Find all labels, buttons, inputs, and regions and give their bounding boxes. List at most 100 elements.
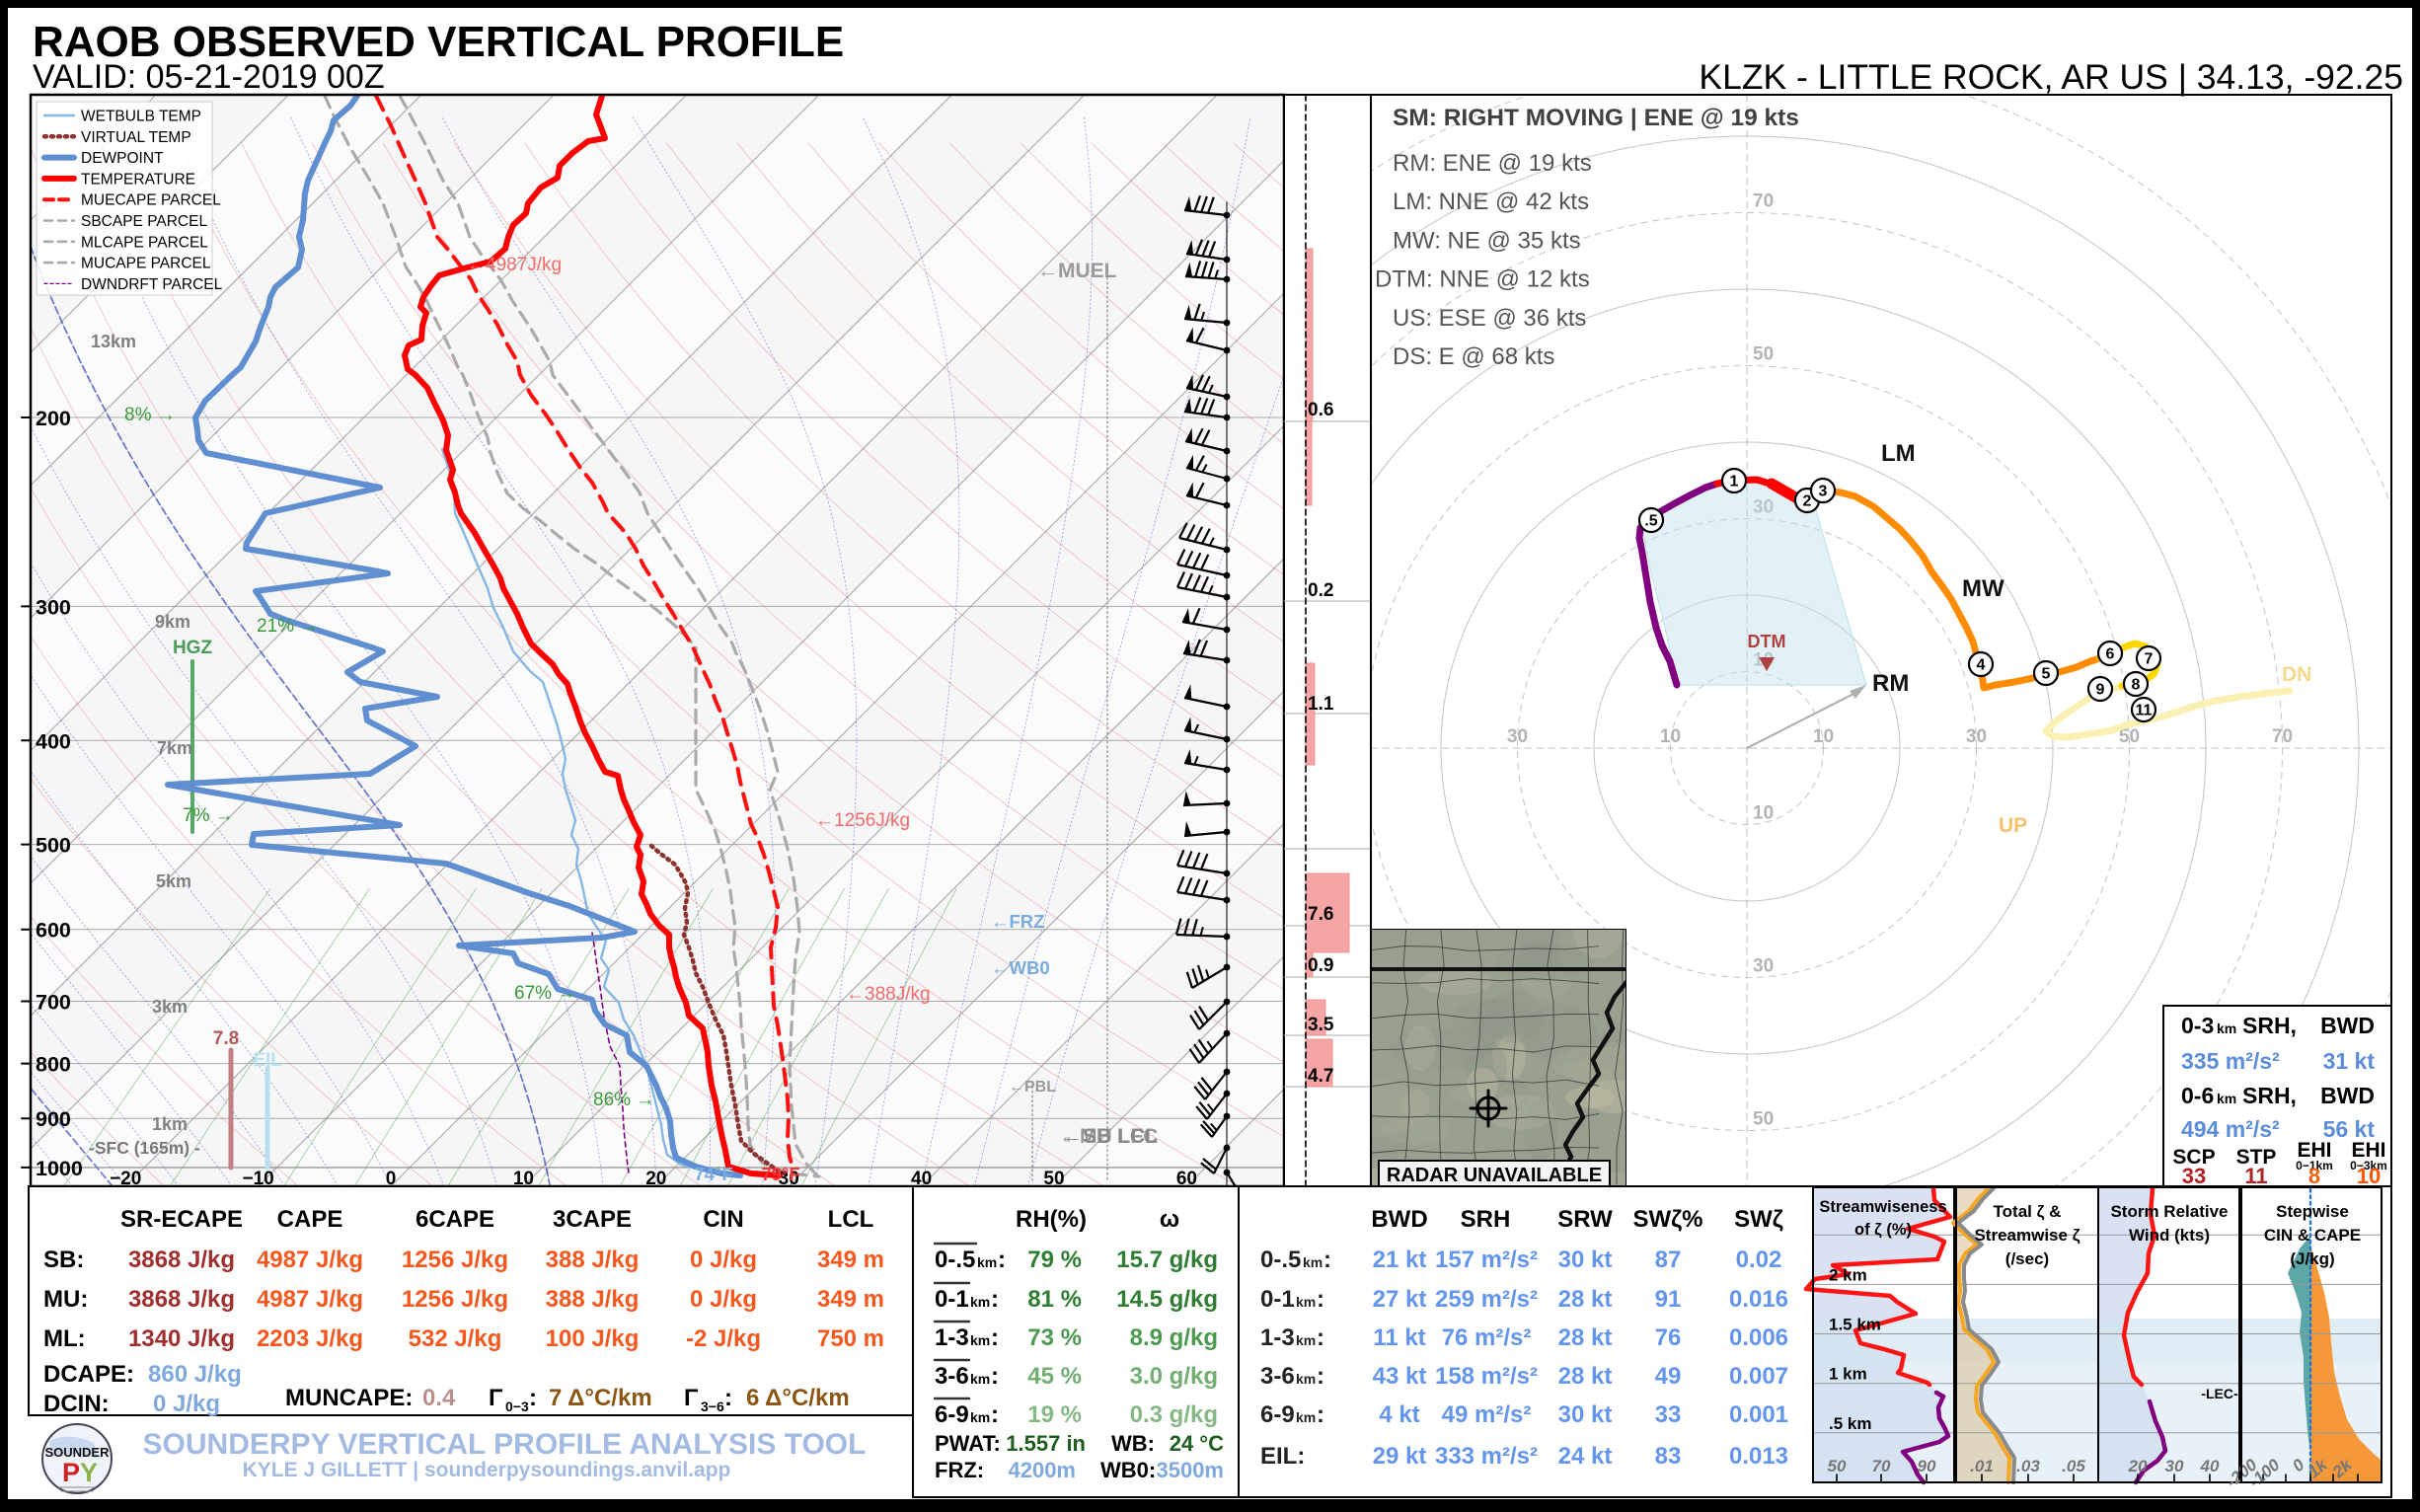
svg-text:1.5 km: 1.5 km	[1829, 1316, 1881, 1334]
svg-text::: :	[1317, 1286, 1324, 1313]
svg-text:(/sec): (/sec)	[2005, 1249, 2049, 1268]
svg-text:0-1: 0-1	[1260, 1286, 1295, 1313]
svg-text:-2 J/kg: -2 J/kg	[686, 1325, 761, 1352]
svg-text:SWζ%: SWζ%	[1632, 1206, 1702, 1233]
svg-text:6-9: 6-9	[1260, 1401, 1295, 1428]
svg-text:90: 90	[1918, 1457, 1936, 1475]
svg-text:333 m²/s²: 333 m²/s²	[1435, 1443, 1538, 1470]
svg-text:0 J/kg: 0 J/kg	[690, 1247, 757, 1273]
svg-text:Storm Relative: Storm Relative	[2110, 1202, 2228, 1221]
svg-text:3.0 g/kg: 3.0 g/kg	[1130, 1363, 1218, 1390]
svg-text:0.9: 0.9	[1308, 955, 1333, 976]
svg-text:CIN: CIN	[703, 1206, 743, 1233]
svg-text:0.016: 0.016	[1729, 1286, 1788, 1313]
svg-text:(J/kg): (J/kg)	[2290, 1249, 2334, 1268]
svg-text:4 kt: 4 kt	[1379, 1401, 1419, 1428]
svg-text:900: 900	[36, 1107, 71, 1131]
svg-text:0−3: 0−3	[505, 1399, 529, 1414]
svg-text:3500m: 3500m	[1156, 1458, 1224, 1482]
svg-text:DEWPOINT: DEWPOINT	[81, 150, 164, 167]
svg-text:km: km	[970, 1409, 990, 1425]
svg-text:←MU LFC: ←MU LFC	[1059, 1125, 1158, 1148]
svg-text:50: 50	[1753, 344, 1774, 365]
svg-text:20: 20	[2128, 1457, 2148, 1475]
svg-text:28 kt: 28 kt	[1558, 1286, 1613, 1313]
svg-text:3CAPE: 3CAPE	[553, 1206, 632, 1233]
svg-text:.01: .01	[1970, 1457, 1994, 1475]
svg-text:21 kt: 21 kt	[1373, 1247, 1427, 1273]
svg-text:ω: ω	[1160, 1206, 1179, 1233]
svg-text:87: 87	[1655, 1247, 1682, 1273]
svg-text:33: 33	[1655, 1401, 1682, 1428]
svg-text:532 J/kg: 532 J/kg	[409, 1325, 502, 1352]
svg-text:←PBL: ←PBL	[1009, 1079, 1056, 1096]
svg-text:km: km	[977, 1254, 997, 1270]
svg-text:1.557 in: 1.557 in	[1006, 1431, 1086, 1456]
svg-text:81 %: 81 %	[1027, 1286, 1082, 1313]
svg-text:259 m²/s²: 259 m²/s²	[1435, 1286, 1538, 1313]
svg-text::: :	[529, 1385, 537, 1411]
svg-text:Γ: Γ	[489, 1385, 503, 1411]
svg-text:WB:: WB:	[1111, 1431, 1155, 1456]
svg-text:km: km	[1296, 1294, 1316, 1310]
svg-text:Streamwiseness: Streamwiseness	[1819, 1198, 1946, 1216]
svg-text:86% →: 86% →	[593, 1090, 654, 1110]
svg-text:ML:: ML:	[43, 1325, 86, 1352]
svg-text:←388J/kg: ←388J/kg	[846, 984, 931, 1005]
svg-text:8: 8	[2132, 677, 2141, 694]
svg-text:13km: 13km	[91, 332, 136, 351]
svg-text:km: km	[1296, 1371, 1316, 1387]
svg-text:27 kt: 27 kt	[1373, 1286, 1427, 1313]
svg-text:6 Δ°C/km: 6 Δ°C/km	[746, 1385, 850, 1411]
svg-text:SR-ECAPE: SR-ECAPE	[120, 1206, 243, 1233]
svg-text:Γ: Γ	[684, 1385, 699, 1411]
svg-text:0-6: 0-6	[2181, 1083, 2214, 1108]
svg-text:800: 800	[36, 1053, 71, 1077]
svg-text:11: 11	[2244, 1164, 2267, 1188]
svg-text:0 J/kg: 0 J/kg	[690, 1286, 757, 1313]
svg-text:VIRTUAL TEMP: VIRTUAL TEMP	[81, 129, 191, 146]
svg-text:3-6: 3-6	[935, 1363, 969, 1390]
svg-text:DCIN:: DCIN:	[43, 1391, 110, 1417]
svg-text:28 kt: 28 kt	[1558, 1324, 1613, 1351]
svg-text:3-6: 3-6	[1260, 1363, 1295, 1390]
svg-text:1256 J/kg: 1256 J/kg	[402, 1247, 508, 1273]
svg-text:DTM: NNE @ 12 kts: DTM: NNE @ 12 kts	[1375, 266, 1590, 293]
svg-text:MLCAPE PARCEL: MLCAPE PARCEL	[81, 234, 208, 251]
svg-text:HGZ: HGZ	[173, 638, 213, 658]
svg-text:1km: 1km	[152, 1114, 188, 1134]
svg-text:157 m²/s²: 157 m²/s²	[1435, 1247, 1538, 1273]
svg-text:MUCAPE PARCEL: MUCAPE PARCEL	[81, 256, 211, 272]
svg-text:US: ESE @ 36 kts: US: ESE @ 36 kts	[1393, 305, 1586, 332]
svg-text:30: 30	[1753, 956, 1774, 977]
svg-text:km: km	[970, 1371, 990, 1387]
svg-text:5km: 5km	[156, 871, 191, 891]
svg-text:RM: RM	[1872, 670, 1909, 697]
svg-text:0 J/kg: 0 J/kg	[153, 1391, 220, 1417]
svg-text:MUECAPE PARCEL: MUECAPE PARCEL	[81, 192, 221, 209]
svg-text:400: 400	[36, 729, 71, 753]
svg-text:7.8: 7.8	[213, 1028, 239, 1049]
svg-text:BWD: BWD	[1371, 1206, 1427, 1233]
svg-text:SCP: SCP	[2172, 1146, 2215, 1169]
svg-text:6CAPE: 6CAPE	[416, 1206, 494, 1233]
svg-text:PWAT:: PWAT:	[935, 1431, 1001, 1456]
svg-text:SOUNDERPY VERTICAL PROFILE ANA: SOUNDERPY VERTICAL PROFILE ANALYSIS TOOL	[143, 1428, 867, 1461]
svg-text:79 %: 79 %	[1027, 1247, 1082, 1273]
svg-text:0-3: 0-3	[2181, 1013, 2214, 1038]
svg-text:67% →: 67% →	[514, 983, 575, 1004]
svg-text:0: 0	[386, 1169, 397, 1189]
svg-text:2203 J/kg: 2203 J/kg	[257, 1325, 363, 1352]
svg-text:4987 J/kg: 4987 J/kg	[257, 1247, 363, 1273]
svg-text:EHI: EHI	[2351, 1139, 2385, 1162]
svg-text:30 kt: 30 kt	[1558, 1247, 1613, 1273]
svg-text:0.3 g/kg: 0.3 g/kg	[1130, 1401, 1218, 1428]
svg-text:76 m²/s²: 76 m²/s²	[1442, 1324, 1532, 1351]
svg-text:.03: .03	[2016, 1457, 2040, 1475]
svg-text:79°F: 79°F	[761, 1164, 799, 1184]
svg-text:Y: Y	[80, 1458, 98, 1487]
svg-text:50: 50	[1828, 1457, 1847, 1475]
svg-text:30: 30	[1507, 726, 1528, 747]
svg-text:0.007: 0.007	[1729, 1363, 1788, 1390]
svg-text:83: 83	[1655, 1443, 1682, 1470]
